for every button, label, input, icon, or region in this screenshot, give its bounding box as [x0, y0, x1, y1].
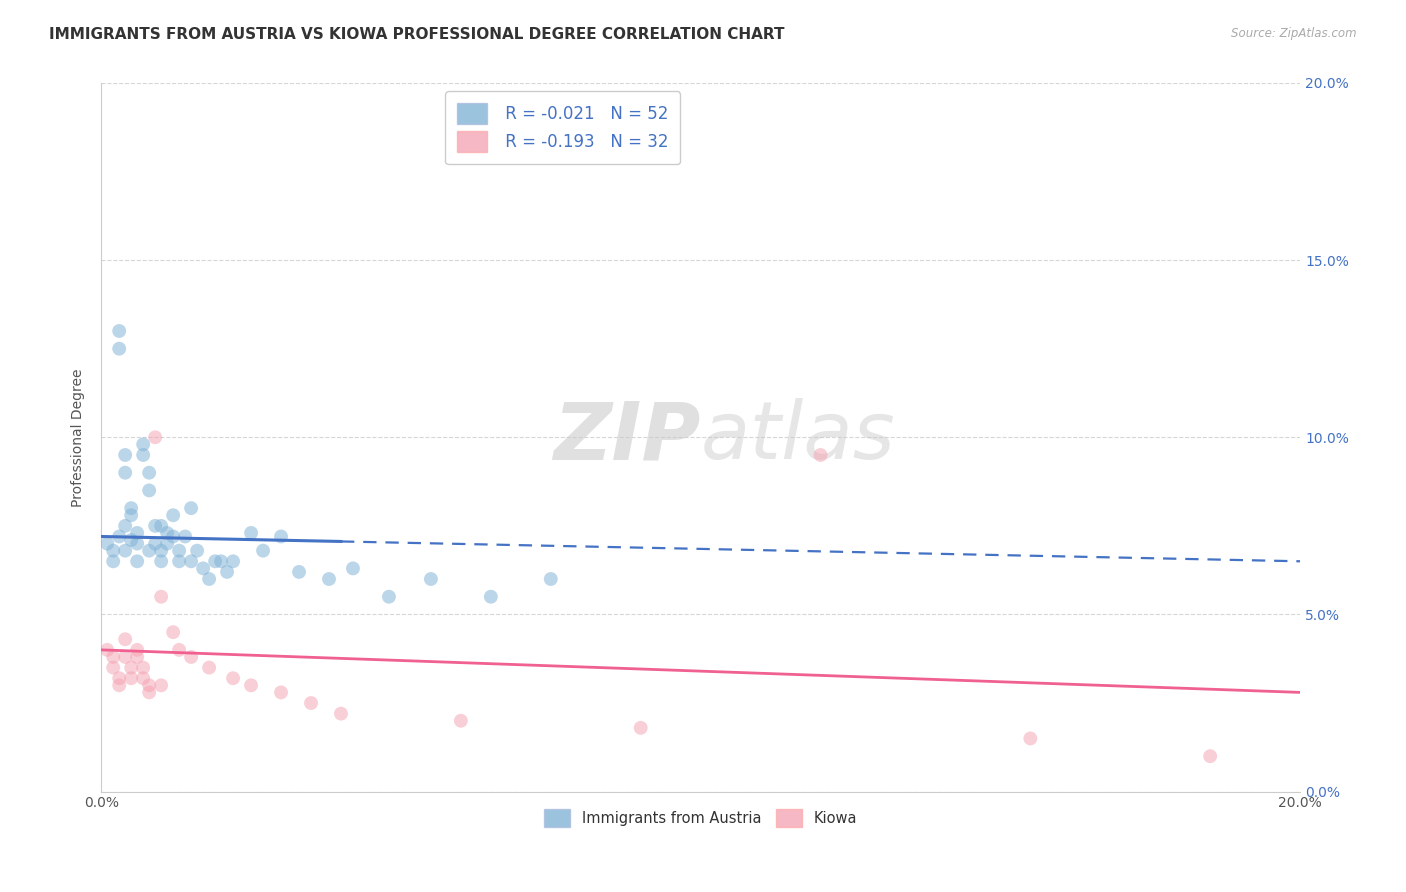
Point [132, 448, 155, 462]
Point [114, 632, 136, 647]
Point [240, 678, 263, 692]
Point [1019, 731, 1042, 746]
Point [378, 590, 401, 604]
Point [180, 554, 202, 568]
Point [103, 554, 125, 568]
Point [96, 536, 118, 550]
Y-axis label: Professional Degree: Professional Degree [72, 368, 86, 507]
Point [209, 554, 232, 568]
Point [191, 561, 214, 575]
Point [270, 685, 292, 699]
Point [150, 590, 173, 604]
Point [143, 430, 166, 444]
Point [108, 671, 131, 685]
Point [103, 660, 125, 674]
Point [127, 536, 149, 550]
Point [156, 536, 179, 550]
Point [162, 529, 184, 543]
Point [108, 529, 131, 543]
Point [132, 671, 155, 685]
Point [138, 483, 160, 498]
Point [127, 650, 149, 665]
Point [167, 554, 190, 568]
Point [419, 572, 441, 586]
Point [204, 554, 226, 568]
Text: Source: ZipAtlas.com: Source: ZipAtlas.com [1232, 27, 1357, 40]
Point [222, 554, 245, 568]
Point [630, 721, 652, 735]
Point [162, 625, 184, 640]
Point [120, 660, 142, 674]
Point [138, 466, 160, 480]
Point [120, 671, 142, 685]
Point [127, 643, 149, 657]
Point [108, 678, 131, 692]
Point [156, 525, 179, 540]
Point [108, 342, 131, 356]
Point [217, 565, 239, 579]
Point [143, 519, 166, 533]
Point [150, 519, 173, 533]
Point [120, 533, 142, 547]
Point [270, 529, 292, 543]
Point [143, 536, 166, 550]
Point [342, 561, 364, 575]
Point [127, 554, 149, 568]
Point [114, 466, 136, 480]
Point [150, 554, 173, 568]
Point [138, 685, 160, 699]
Point [138, 678, 160, 692]
Point [180, 650, 202, 665]
Point [299, 696, 322, 710]
Point [288, 565, 311, 579]
Point [114, 650, 136, 665]
Point [132, 437, 155, 451]
Point [252, 543, 274, 558]
Point [132, 660, 155, 674]
Point [114, 448, 136, 462]
Point [114, 519, 136, 533]
Point [103, 543, 125, 558]
Point [96, 643, 118, 657]
Text: IMMIGRANTS FROM AUSTRIA VS KIOWA PROFESSIONAL DEGREE CORRELATION CHART: IMMIGRANTS FROM AUSTRIA VS KIOWA PROFESS… [49, 27, 785, 42]
Point [162, 508, 184, 523]
Point [120, 508, 142, 523]
Point [127, 525, 149, 540]
Point [108, 324, 131, 338]
Point [479, 590, 502, 604]
Point [222, 671, 245, 685]
Text: atlas: atlas [700, 398, 896, 476]
Point [198, 660, 221, 674]
Point [330, 706, 353, 721]
Point [167, 643, 190, 657]
Point [114, 543, 136, 558]
Point [450, 714, 472, 728]
Point [120, 501, 142, 516]
Point [240, 525, 263, 540]
Point [174, 529, 197, 543]
Point [1199, 749, 1222, 764]
Legend: Immigrants from Austria, Kiowa: Immigrants from Austria, Kiowa [537, 802, 865, 834]
Point [180, 501, 202, 516]
Point [540, 572, 562, 586]
Point [810, 448, 832, 462]
Point [167, 543, 190, 558]
Point [150, 543, 173, 558]
Point [198, 572, 221, 586]
Point [103, 650, 125, 665]
Point [186, 543, 208, 558]
Text: ZIP: ZIP [554, 398, 700, 476]
Point [150, 678, 173, 692]
Point [138, 543, 160, 558]
Point [318, 572, 340, 586]
